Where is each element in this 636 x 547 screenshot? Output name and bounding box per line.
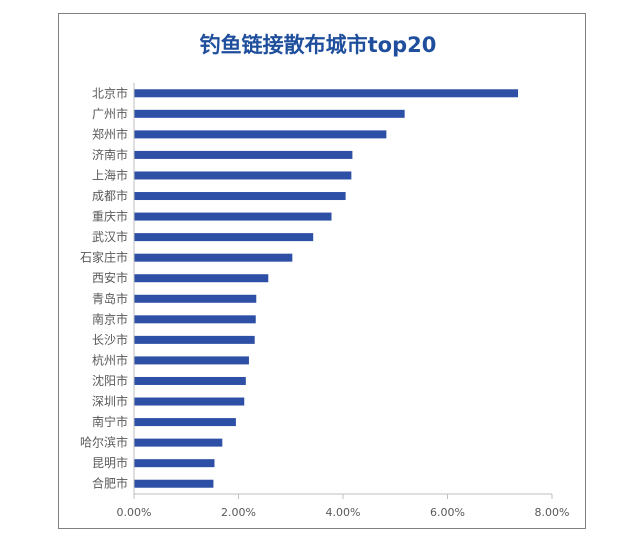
category-label-12: 长沙市 (92, 332, 128, 347)
category-label-18: 昆明市 (92, 455, 128, 470)
category-labels: 北京市广州市郑州市济南市上海市成都市重庆市武汉市石家庄市西安市青岛市南京市长沙市… (80, 85, 128, 490)
bar-9 (134, 274, 269, 283)
bar-11 (134, 315, 256, 324)
bar-7 (134, 233, 314, 242)
category-label-11: 南京市 (92, 311, 128, 326)
bar-16 (134, 418, 236, 427)
bar-1 (134, 109, 405, 118)
category-label-9: 西安市 (92, 270, 128, 285)
category-label-14: 沈阳市 (92, 373, 128, 388)
bar-18 (134, 459, 215, 468)
category-label-5: 成都市 (92, 188, 128, 203)
category-label-1: 广州市 (92, 106, 128, 121)
category-label-19: 合肥市 (92, 476, 128, 491)
category-label-6: 重庆市 (92, 209, 128, 224)
bar-13 (134, 356, 249, 365)
category-label-16: 南宁市 (92, 414, 128, 429)
category-label-0: 北京市 (92, 85, 128, 100)
category-label-8: 石家庄市 (80, 250, 128, 265)
chart-title: 钓鱼链接散布城市top20 (200, 33, 437, 57)
bar-17 (134, 438, 223, 447)
bar-14 (134, 376, 246, 385)
bars-layer (134, 89, 519, 488)
bar-19 (134, 479, 214, 488)
bar-10 (134, 294, 257, 303)
bar-8 (134, 253, 293, 262)
bar-3 (134, 150, 353, 159)
x-tick-label-2: 4.00% (326, 506, 361, 519)
category-label-3: 济南市 (92, 147, 128, 162)
bar-5 (134, 192, 346, 201)
x-tick-label-4: 8.00% (535, 506, 570, 519)
bar-12 (134, 335, 255, 344)
category-label-2: 郑州市 (92, 126, 128, 141)
x-tick-label-0: 0.00% (117, 506, 152, 519)
category-label-17: 哈尔滨市 (80, 435, 128, 450)
category-label-4: 上海市 (92, 167, 128, 182)
category-label-13: 杭州市 (92, 352, 128, 367)
bar-15 (134, 397, 245, 406)
category-label-15: 深圳市 (92, 394, 128, 409)
bar-2 (134, 130, 387, 139)
x-tick-label-1: 2.00% (221, 506, 256, 519)
bar-0 (134, 89, 519, 98)
category-label-7: 武汉市 (92, 229, 128, 244)
bar-4 (134, 171, 352, 180)
category-label-10: 青岛市 (92, 291, 128, 306)
x-tick-label-3: 6.00% (430, 506, 465, 519)
bar-6 (134, 212, 332, 221)
x-axis: 0.00% 2.00% 4.00% 6.00% 8.00% (117, 83, 570, 519)
